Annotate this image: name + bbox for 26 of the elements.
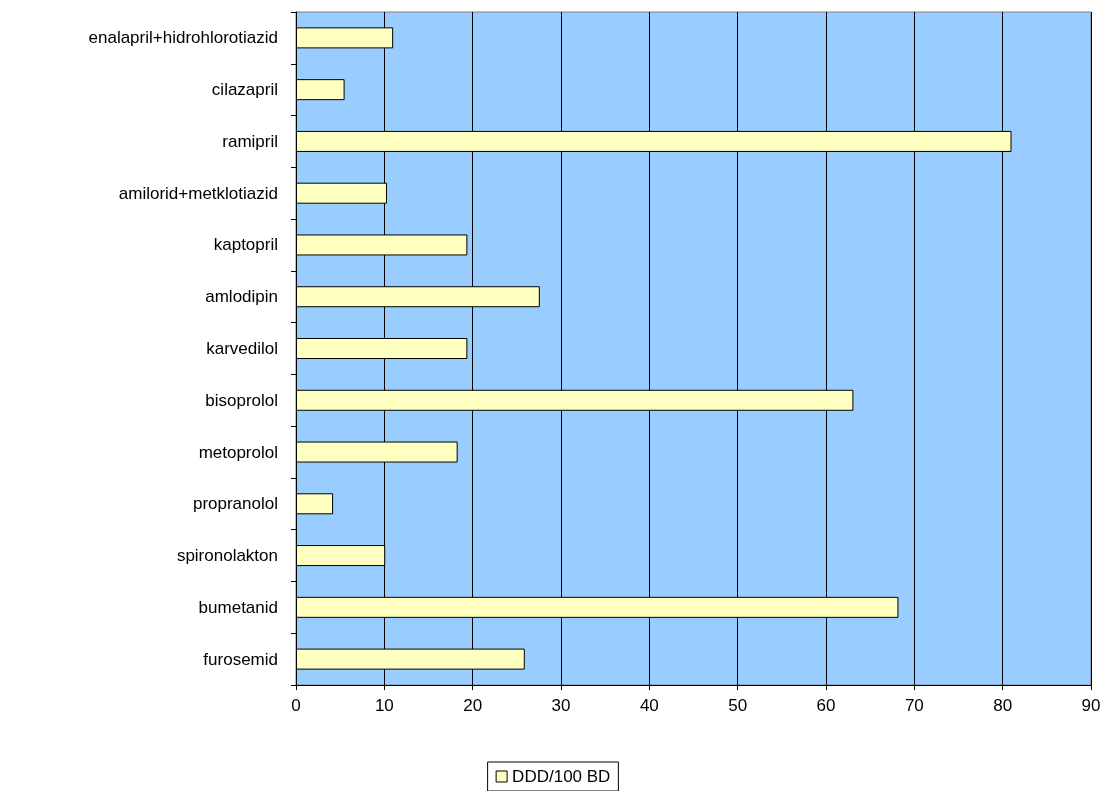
x-tick-label: 90 <box>1081 696 1101 715</box>
bar <box>296 493 334 515</box>
y-tick-label: bisoprolol <box>205 390 278 410</box>
y-tick-label: karvedilol <box>206 339 278 358</box>
y-tick-label: furosemid <box>203 649 278 669</box>
y-tick-label: metoprolol <box>198 442 278 462</box>
x-tick-label: 20 <box>463 696 483 715</box>
y-tick-label: amilorid+metklotiazid <box>118 183 278 203</box>
legend-label: DDD/100 BD <box>512 767 611 786</box>
y-tick-label: ramipril <box>222 131 278 151</box>
x-tick-label: 10 <box>374 696 394 715</box>
x-tick-label: 70 <box>904 696 924 715</box>
y-tick-label: amlodipin <box>205 287 278 307</box>
y-tick-label: cilazapril <box>211 80 278 100</box>
x-tick-label: 60 <box>816 696 836 715</box>
y-tick-label: kaptopril <box>213 235 278 255</box>
y-tick-label: enalapril+hidrohlorotiazid <box>88 28 278 48</box>
x-tick-label: 50 <box>728 696 748 715</box>
bar <box>296 79 345 101</box>
x-tick-label: 80 <box>993 696 1013 715</box>
x-tick-label: 30 <box>551 696 571 715</box>
x-tick-label: 40 <box>639 696 659 715</box>
y-tick-label: bumetanid <box>198 597 278 617</box>
x-tick-label: 0 <box>291 696 301 715</box>
y-tick-label: spironolakton <box>176 546 278 566</box>
y-tick-label: propranolol <box>192 494 278 514</box>
